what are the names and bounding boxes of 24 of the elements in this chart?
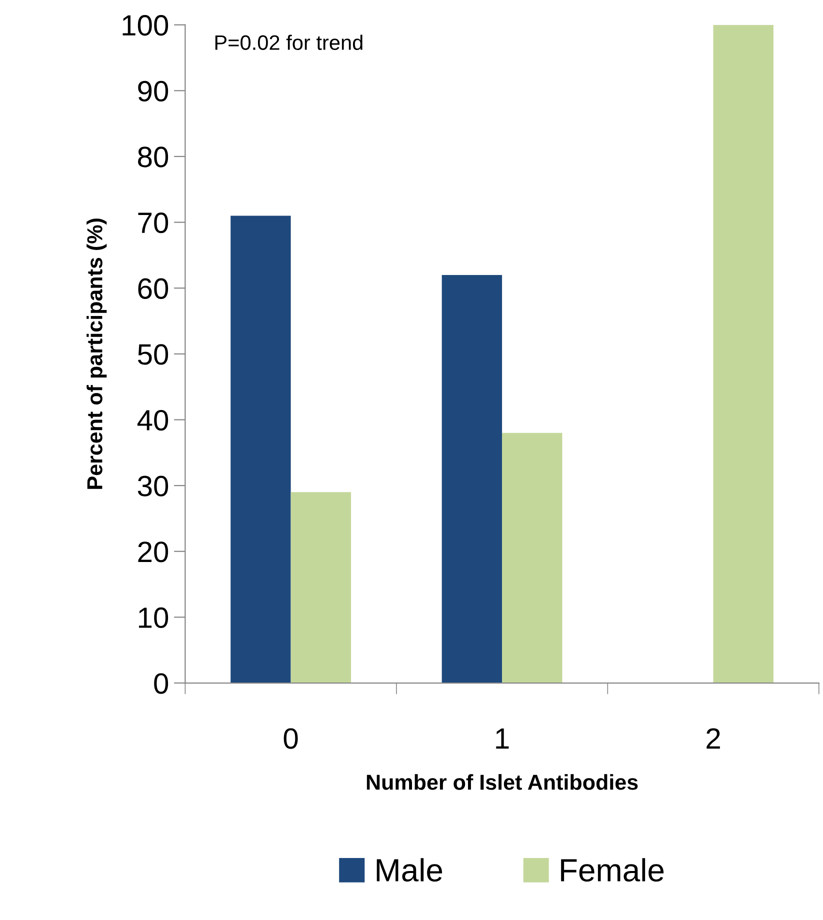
y-tick-label: 80 [138,146,168,168]
y-tick-label: 70 [138,212,168,234]
y-tick-label: 40 [137,410,168,431]
y-tick-label: 10 [138,607,168,628]
x-axis-title: Number of Islet Antibodies [366,774,638,790]
y-tick-label: 20 [138,542,168,562]
y-tick-label: 0 [154,673,168,694]
y-tick-label: 30 [138,476,168,496]
x-tick-label: 2 [706,728,720,749]
bar [290,492,351,684]
x-tick-label: 1 [496,728,509,749]
y-axis-title: Percent of participants (%) [86,218,107,489]
annotation: P=0.02 for trend [215,34,362,50]
y-tick-label: 50 [138,344,168,365]
y-tick-label: 90 [138,80,168,102]
bar [713,24,774,684]
x-tick-label: 0 [284,728,298,749]
bar [442,274,502,684]
y-tick-label: 100 [122,15,168,36]
bar [502,432,562,684]
y-tick-label: 60 [138,278,168,299]
legend-label: Male [376,858,442,882]
legend-label: Female [561,858,664,882]
bar [230,216,291,684]
